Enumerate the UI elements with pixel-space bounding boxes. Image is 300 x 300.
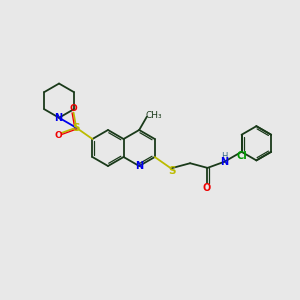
Text: S: S bbox=[72, 123, 80, 133]
Text: N: N bbox=[54, 113, 62, 123]
Text: S: S bbox=[168, 167, 176, 176]
Text: O: O bbox=[55, 131, 63, 140]
Text: O: O bbox=[70, 104, 77, 113]
Text: O: O bbox=[202, 183, 211, 193]
Text: N: N bbox=[220, 157, 229, 167]
Text: CH₃: CH₃ bbox=[146, 111, 162, 120]
Text: Cl: Cl bbox=[236, 151, 247, 161]
Text: N: N bbox=[135, 161, 143, 171]
Text: H: H bbox=[221, 152, 228, 161]
